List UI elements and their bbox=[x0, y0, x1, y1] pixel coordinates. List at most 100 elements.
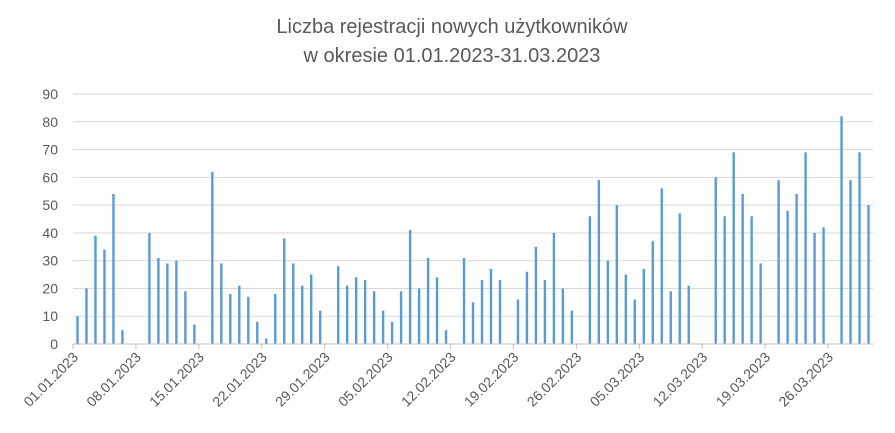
x-tick-label: 12.03.2023 bbox=[649, 349, 710, 410]
y-tick-label: 40 bbox=[42, 225, 58, 241]
bar bbox=[166, 263, 169, 344]
bar bbox=[651, 241, 654, 344]
bar bbox=[840, 116, 843, 344]
bar bbox=[660, 188, 663, 344]
bar bbox=[588, 216, 592, 344]
bar bbox=[417, 288, 421, 344]
bar bbox=[444, 330, 448, 344]
bar bbox=[561, 288, 565, 344]
bar bbox=[615, 205, 619, 344]
bar bbox=[849, 180, 852, 344]
bar bbox=[157, 257, 160, 344]
bar bbox=[184, 291, 187, 344]
y-tick-label: 0 bbox=[50, 336, 58, 352]
bar bbox=[121, 330, 124, 344]
x-tick-label: 05.02.2023 bbox=[335, 349, 396, 410]
bar bbox=[238, 285, 241, 344]
bar bbox=[543, 280, 547, 344]
x-tick-label: 19.02.2023 bbox=[461, 349, 522, 410]
bar bbox=[570, 310, 574, 344]
bar bbox=[76, 316, 79, 344]
bar bbox=[435, 277, 439, 344]
y-tick-label: 20 bbox=[42, 280, 58, 296]
y-tick-label: 50 bbox=[42, 197, 58, 213]
bar bbox=[345, 285, 349, 344]
bar bbox=[795, 194, 798, 344]
y-tick-label: 10 bbox=[42, 308, 58, 324]
bar bbox=[822, 227, 825, 344]
gridlines bbox=[73, 93, 873, 317]
bar bbox=[283, 238, 286, 344]
x-tick-label: 01.01.2023 bbox=[20, 349, 81, 410]
x-tick-label: 29.01.2023 bbox=[272, 349, 333, 410]
bar bbox=[687, 285, 690, 344]
bar bbox=[786, 210, 789, 344]
bar bbox=[759, 263, 762, 344]
chart-title-line-1: Liczba rejestracji nowych użytkowników bbox=[276, 16, 628, 38]
x-tick-label: 15.01.2023 bbox=[146, 349, 207, 410]
bar bbox=[256, 321, 259, 344]
bar bbox=[390, 321, 394, 344]
bar bbox=[813, 232, 816, 344]
bar bbox=[606, 260, 610, 344]
bar bbox=[597, 180, 601, 344]
bar bbox=[624, 274, 628, 344]
x-tick-label: 22.01.2023 bbox=[209, 349, 270, 410]
bar bbox=[633, 299, 636, 344]
bar bbox=[750, 216, 753, 344]
x-tick-label: 12.02.2023 bbox=[398, 349, 459, 410]
bar bbox=[265, 338, 268, 344]
bar bbox=[678, 213, 681, 344]
bar bbox=[426, 257, 430, 344]
x-tick-label: 26.03.2023 bbox=[775, 349, 836, 410]
bar bbox=[193, 324, 196, 344]
x-axis-ticks: 01.01.2023 08.01.2023 15.01.2023 22.01.2023… bbox=[20, 344, 836, 410]
bar bbox=[516, 299, 520, 344]
bar bbox=[148, 232, 151, 344]
bar bbox=[274, 294, 277, 344]
bar bbox=[175, 260, 178, 344]
bar bbox=[489, 269, 493, 344]
bar bbox=[220, 263, 223, 344]
bar bbox=[399, 291, 403, 344]
bar bbox=[211, 171, 214, 344]
x-tick-label: 19.03.2023 bbox=[712, 349, 773, 410]
y-tick-label: 80 bbox=[42, 114, 58, 130]
bar bbox=[103, 249, 106, 344]
y-tick-label: 90 bbox=[42, 86, 58, 102]
bar bbox=[498, 280, 502, 344]
bar bbox=[462, 257, 466, 344]
bar bbox=[112, 194, 115, 344]
bar bbox=[85, 288, 88, 344]
x-tick-label: 26.02.2023 bbox=[524, 349, 585, 410]
y-tick-label: 70 bbox=[42, 142, 58, 158]
bar bbox=[247, 296, 250, 344]
bar bbox=[372, 291, 376, 344]
bar bbox=[471, 302, 475, 344]
bar bbox=[318, 310, 322, 344]
bar bbox=[552, 232, 556, 344]
chart-title-line-2: w okresie 01.01.2023-31.03.2023 bbox=[303, 45, 601, 67]
bar bbox=[525, 271, 529, 344]
bar bbox=[94, 235, 97, 344]
bar bbox=[741, 194, 744, 344]
bar bbox=[408, 230, 412, 344]
bar bbox=[714, 177, 717, 344]
bar bbox=[363, 280, 367, 344]
x-tick-label: 08.01.2023 bbox=[83, 349, 144, 410]
bar bbox=[642, 269, 645, 344]
y-axis-ticks: 0 10 20 30 40 50 60 70 80 90 bbox=[42, 86, 58, 352]
bar bbox=[534, 246, 538, 344]
bar bbox=[777, 180, 780, 344]
bar bbox=[723, 216, 726, 344]
bar bbox=[292, 263, 295, 344]
bar bbox=[804, 152, 807, 344]
bar bbox=[381, 310, 385, 344]
bar bbox=[310, 274, 313, 344]
bar bbox=[229, 294, 232, 344]
bar bbox=[858, 152, 861, 344]
bar bbox=[336, 266, 340, 344]
y-tick-label: 30 bbox=[42, 253, 58, 269]
bars bbox=[76, 116, 870, 344]
